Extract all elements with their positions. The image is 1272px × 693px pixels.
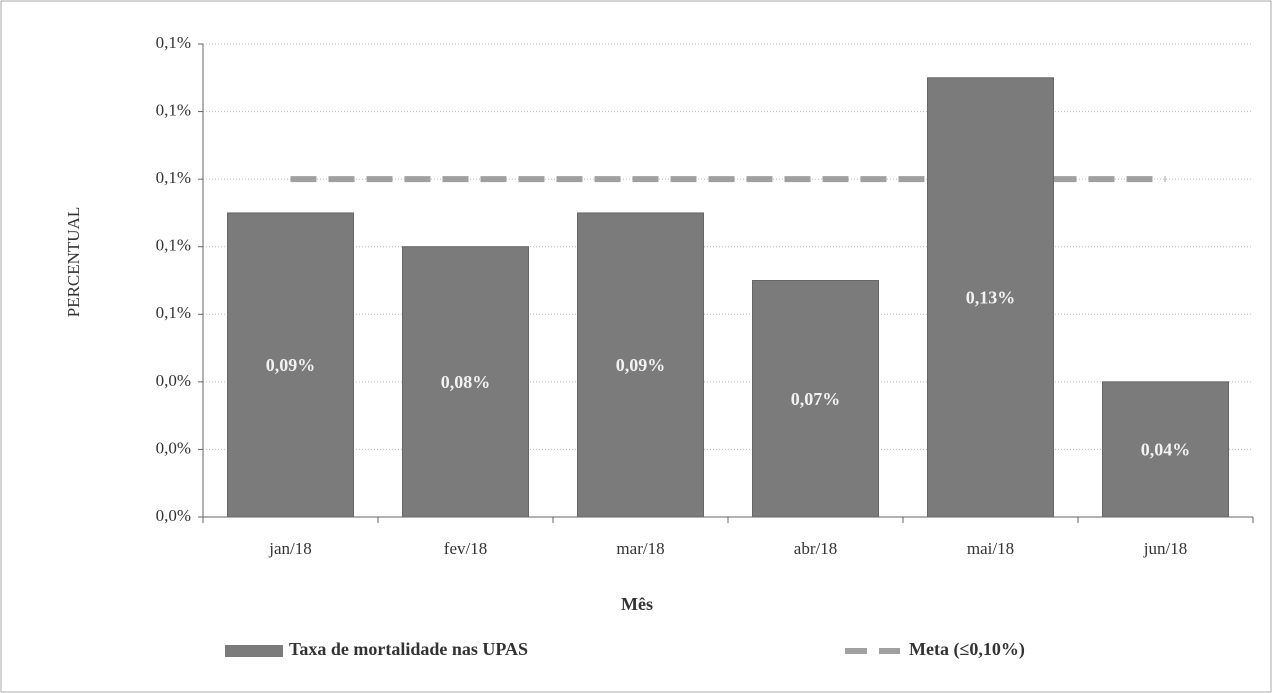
legend-label: Taxa de mortalidade nas UPAS <box>289 639 528 659</box>
bar <box>927 77 1054 518</box>
bar <box>1102 381 1229 518</box>
y-tick-label: 0,1% <box>156 168 191 187</box>
data-label: 0,08% <box>441 372 491 392</box>
data-label: 0,09% <box>616 355 666 375</box>
bar <box>402 246 529 518</box>
x-tick-label: mai/18 <box>967 539 1014 558</box>
y-tick-label: 0,0% <box>156 371 191 390</box>
bar <box>752 280 879 518</box>
y-tick-label: 0,0% <box>156 438 191 457</box>
data-label: 0,07% <box>791 389 841 409</box>
y-tick-label: 0,1% <box>156 236 191 255</box>
x-tick-label: mar/18 <box>616 539 664 558</box>
data-label: 0,04% <box>1141 440 1191 460</box>
x-axis-title: Mês <box>621 594 653 614</box>
x-tick-label: fev/18 <box>444 539 487 558</box>
bar <box>227 212 354 518</box>
y-tick-label: 0,1% <box>156 33 191 52</box>
y-axis-title: PERCENTUAL <box>64 207 83 318</box>
legend-swatch <box>225 645 283 657</box>
x-tick-label: jan/18 <box>268 539 312 558</box>
x-tick-label: abr/18 <box>794 539 837 558</box>
y-tick-label: 0,1% <box>156 303 191 322</box>
bar <box>577 212 704 518</box>
x-tick-label: jun/18 <box>1143 539 1187 558</box>
y-tick-label: 0,1% <box>156 100 191 119</box>
data-label: 0,13% <box>966 288 1016 308</box>
y-tick-label: 0,0% <box>156 506 191 525</box>
data-label: 0,09% <box>266 355 316 375</box>
legend-label: Meta (≤0,10%) <box>909 639 1025 660</box>
